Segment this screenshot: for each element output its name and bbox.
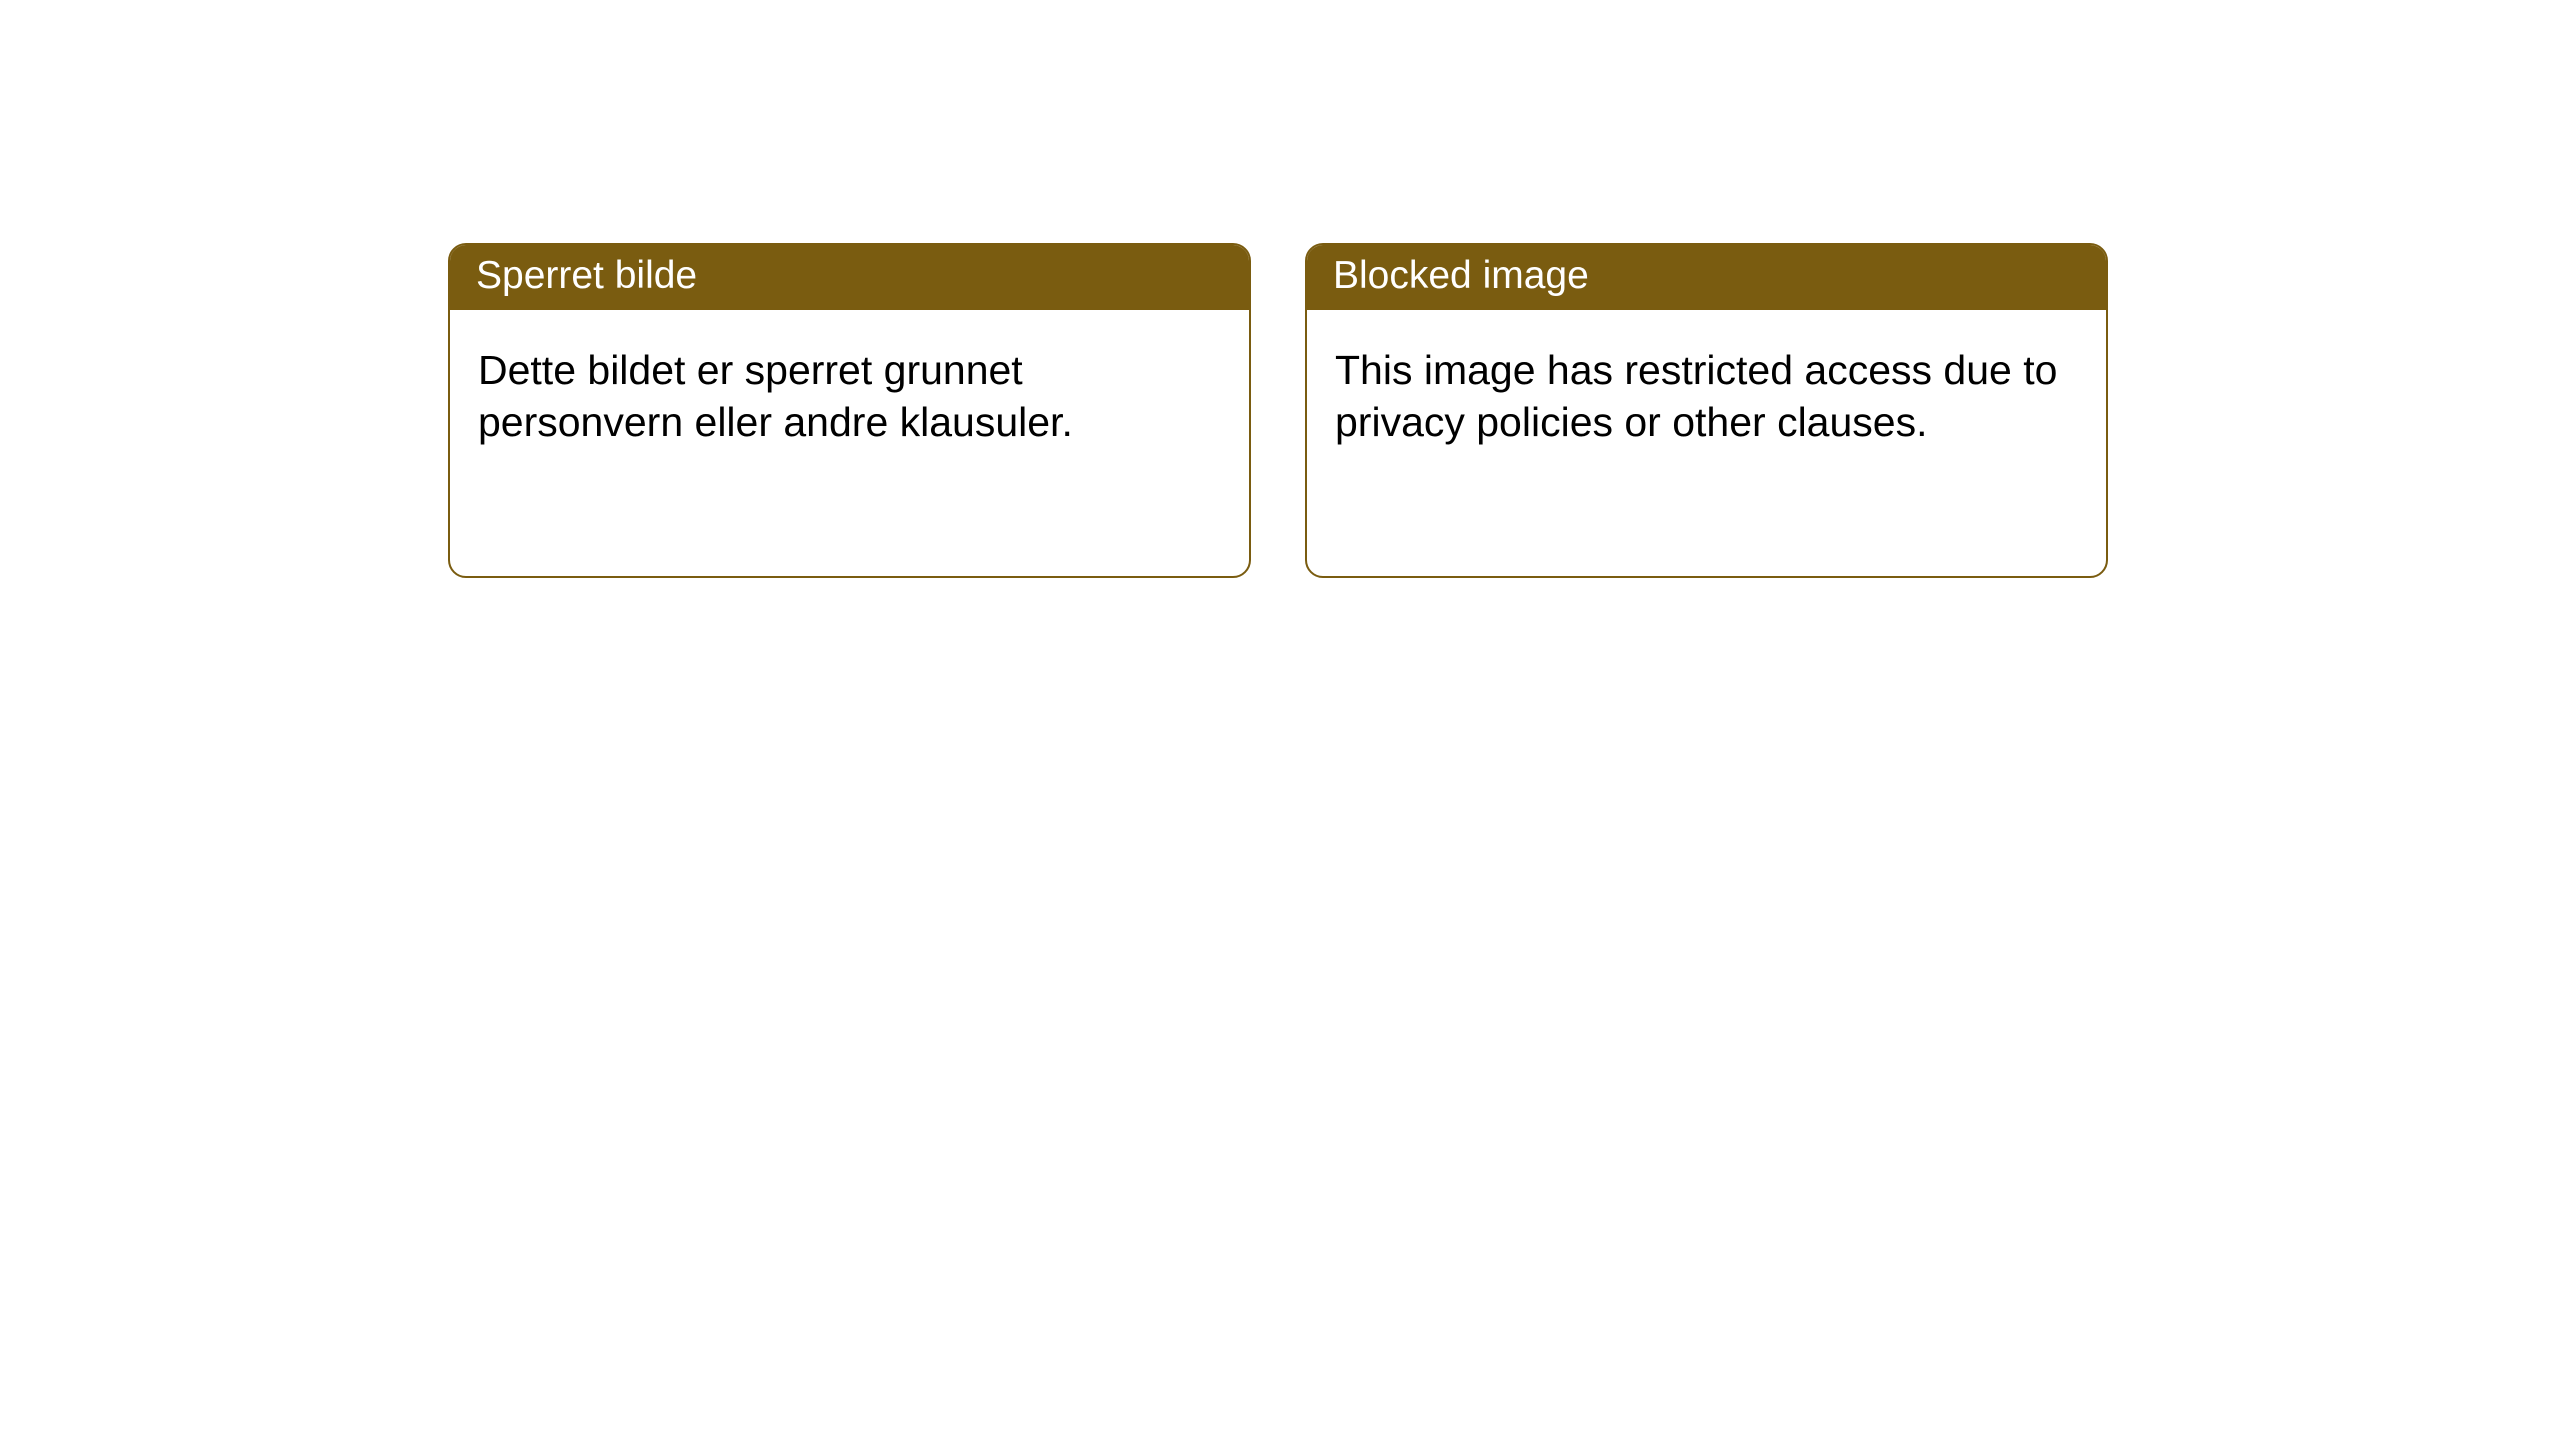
notice-card-body: Dette bildet er sperret grunnet personve…	[450, 310, 1249, 449]
notice-cards-container: Sperret bilde Dette bildet er sperret gr…	[0, 0, 2560, 578]
notice-card-body: This image has restricted access due to …	[1307, 310, 2106, 449]
notice-card-norwegian: Sperret bilde Dette bildet er sperret gr…	[448, 243, 1251, 578]
notice-card-title: Sperret bilde	[450, 245, 1249, 310]
notice-card-title: Blocked image	[1307, 245, 2106, 310]
notice-card-english: Blocked image This image has restricted …	[1305, 243, 2108, 578]
